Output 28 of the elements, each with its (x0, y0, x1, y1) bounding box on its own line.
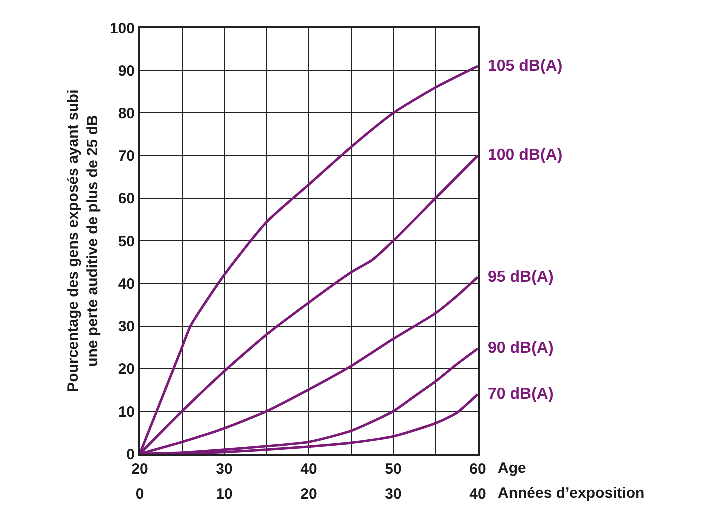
x-tick-label: 50 (385, 461, 402, 478)
x-tick-label: 30 (216, 461, 233, 478)
x-axis-title: Age (498, 460, 526, 477)
y-tick-label: 90 (118, 62, 135, 80)
x-tick-label: 40 (300, 461, 318, 478)
series-label: 90 dB(A) (488, 340, 554, 357)
y-tick-label: 0 (126, 446, 135, 464)
x2-axis-title: Années d’exposition (498, 485, 645, 502)
series-label: 100 dB(A) (488, 147, 563, 164)
y-axis-title: Pourcentage des gens exposés ayant subi une perte auditive de plus de 25 dB (65, 90, 102, 392)
y-tick-label: 40 (118, 276, 135, 293)
y-tick-label: 10 (118, 404, 135, 421)
x2-tick-label: 40 (470, 486, 486, 503)
y-tick-label: 60 (118, 190, 135, 208)
y-tick-label: 50 (118, 233, 135, 250)
x2-tick-label: 30 (385, 486, 402, 503)
y-tick-label: 80 (118, 105, 135, 122)
y-tick-label: 70 (118, 148, 135, 166)
x2-tick-label: 20 (300, 486, 318, 503)
y-tick-label: 20 (118, 361, 135, 378)
x2-tick-label: 10 (216, 486, 233, 503)
series-label: 95 dB(A) (488, 269, 554, 286)
y-tick-label: 30 (118, 318, 135, 336)
y-tick-label: 100 (110, 20, 135, 38)
series-label: 70 dB(A) (488, 386, 554, 403)
x-tick-label: 60 (470, 461, 486, 478)
x-tick-label: 20 (132, 461, 148, 478)
series-label: 105 dB(A) (488, 58, 563, 75)
